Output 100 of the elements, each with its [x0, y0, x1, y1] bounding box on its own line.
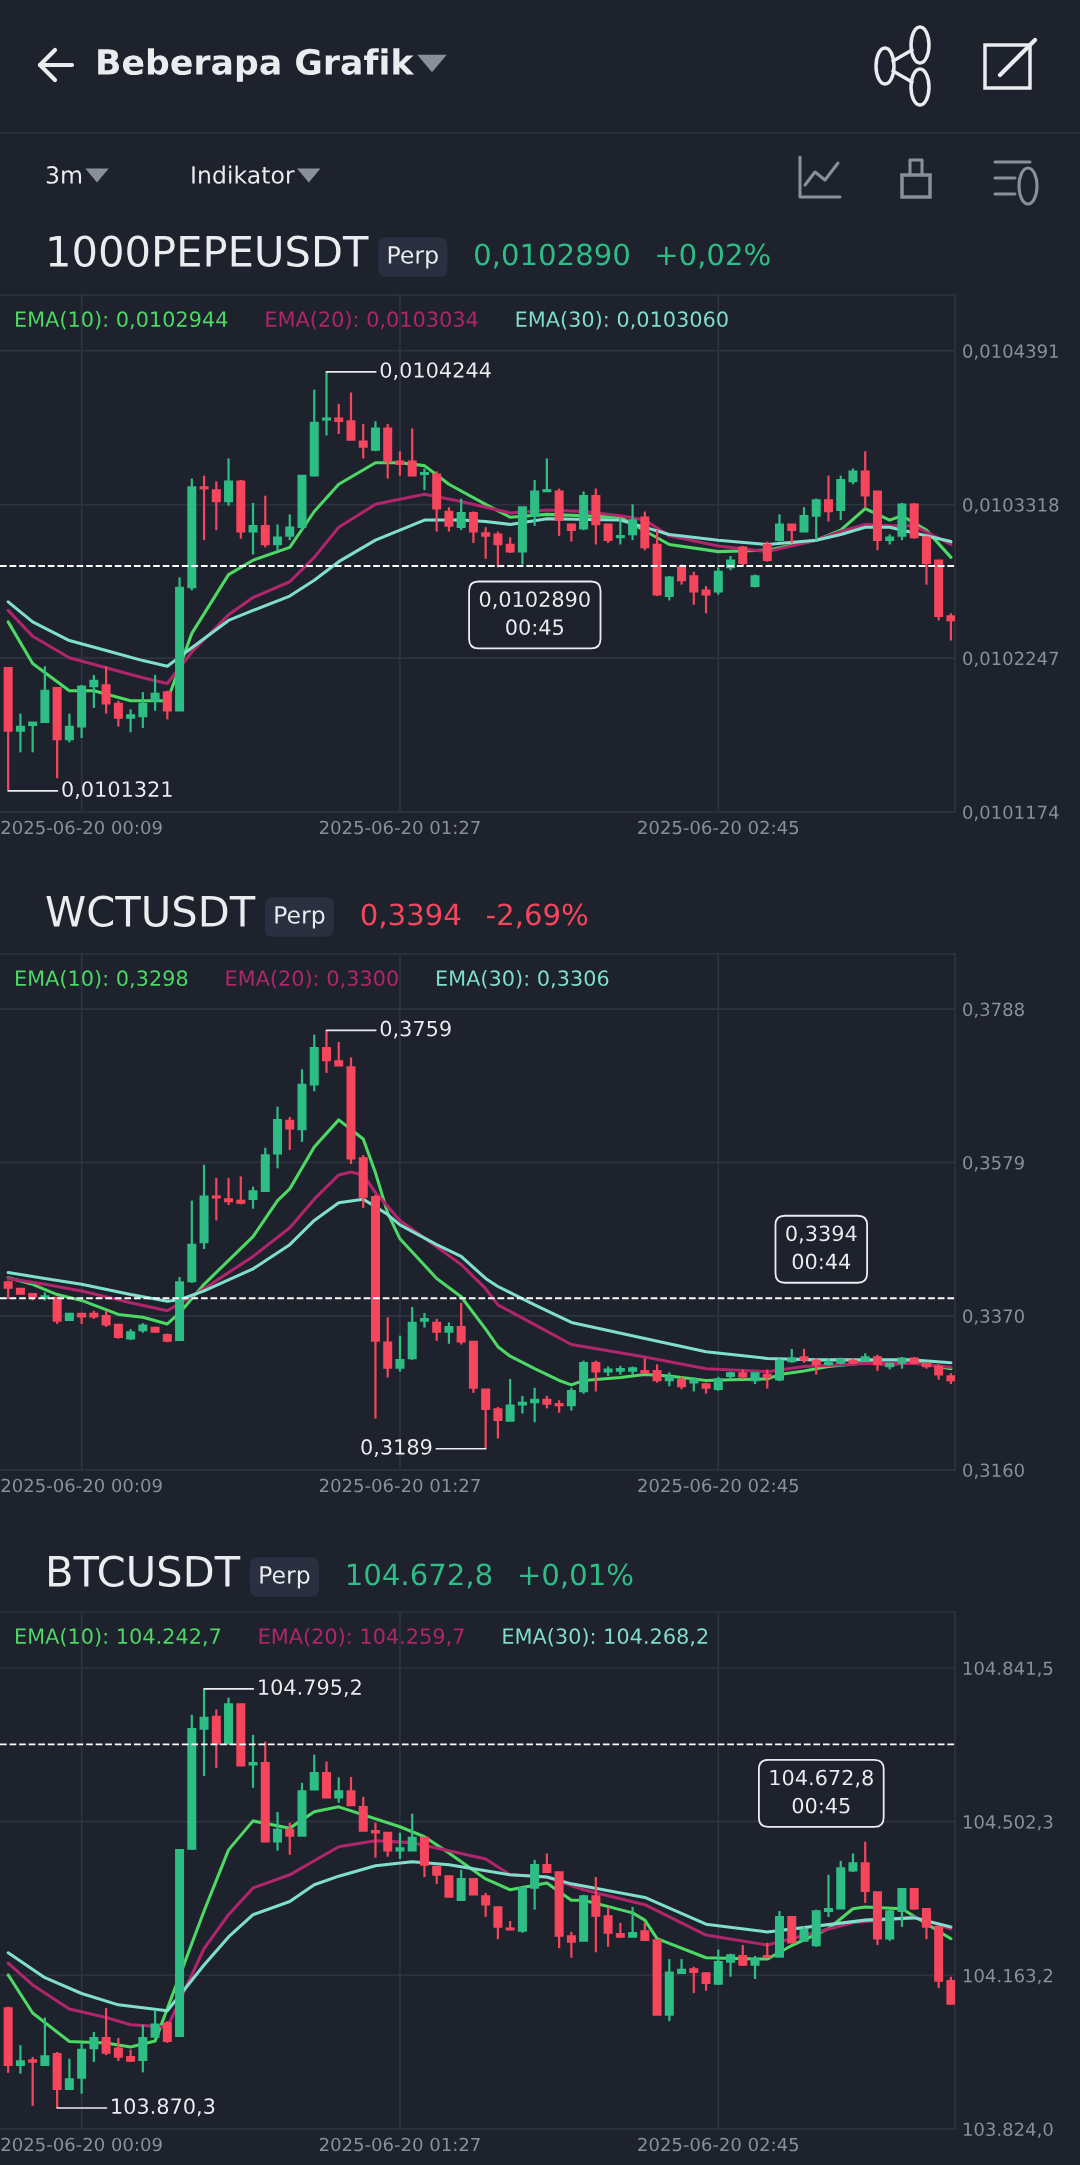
candlestick: [138, 2023, 148, 2074]
candlestick: [113, 2036, 123, 2063]
candlestick: [505, 1377, 515, 1422]
x-tick-label: 2025-06-20 01:27: [319, 1478, 480, 1493]
y-tick-label: 0,0103318: [963, 498, 1059, 514]
candlestick: [456, 1868, 466, 1902]
candlestick: [640, 1921, 650, 1943]
candlestick: [419, 467, 429, 492]
annotation: 0,3189: [361, 1439, 432, 1457]
candlestick: [493, 1905, 503, 1941]
candlestick: [199, 1687, 209, 1778]
candlestick: [677, 1957, 687, 1975]
candlestick: [15, 712, 25, 754]
candlestick: [591, 1875, 601, 1954]
candlestick: [358, 422, 368, 460]
text: 0,3394: [361, 903, 461, 929]
text: 104.672,8: [347, 1563, 492, 1589]
candlestick: [15, 2044, 25, 2075]
candlestick: [481, 1388, 491, 1450]
y-tick-label: 0,3370: [963, 1309, 1024, 1325]
annotation: 104.795,2: [259, 1679, 361, 1698]
candlestick: [101, 2006, 111, 2057]
candlestick: [444, 1875, 454, 1898]
candlestick: [652, 1363, 662, 1384]
candlestick: [775, 513, 785, 543]
candlestick: [897, 1887, 907, 1929]
text: EMA(20): 0,0103034: [266, 310, 478, 330]
x-tick-label: 2025-06-20 00:09: [1, 1478, 162, 1493]
candlestick: [346, 391, 356, 441]
candlestick: [738, 1943, 748, 1967]
candlestick: [370, 420, 380, 453]
candlestick: [260, 494, 270, 549]
text: EMA(30): 0,0103060: [516, 310, 728, 330]
x-tick-label: 2025-06-20 00:09: [1, 2137, 162, 2152]
candlestick: [493, 530, 503, 569]
candlestick: [787, 523, 797, 545]
text: Indikator: [192, 165, 295, 184]
candlestick: [285, 513, 295, 542]
candlestick: [211, 1176, 221, 1222]
candlestick: [762, 540, 772, 563]
text: EMA(10): 104.242,7: [16, 1627, 221, 1647]
text: EMA(10): 0,0102944: [16, 310, 228, 330]
candlestick: [248, 1733, 258, 1789]
candlestick: [823, 1873, 833, 1919]
text: +0,01%: [519, 1563, 633, 1589]
candlestick: [199, 474, 209, 542]
y-tick-label: 103.824,0: [963, 2122, 1053, 2138]
candlestick: [481, 1891, 491, 1919]
text: EMA(10): 0,3298: [16, 969, 188, 989]
candlestick: [150, 2009, 160, 2040]
y-tick-label: 0,3788: [963, 1002, 1024, 1019]
text: EMA(20): 0,3300: [226, 969, 398, 989]
candlestick: [40, 2016, 50, 2067]
annotation: 0,3759: [380, 1020, 451, 1039]
candlestick: [211, 480, 221, 532]
candlestick: [946, 1975, 955, 2006]
candlestick: [811, 497, 821, 542]
x-tick-label: 2025-06-20 02:45: [638, 820, 799, 835]
candlestick: [407, 1812, 417, 1852]
candlestick: [603, 1905, 613, 1948]
candlestick: [321, 1029, 332, 1075]
candlestick: [346, 1775, 356, 1807]
candlestick: [236, 1175, 246, 1206]
candlestick: [444, 506, 454, 533]
ref-line-label: 104.672,8 00:45: [770, 1769, 873, 1814]
candlestick: [628, 503, 638, 542]
y-tick-label: 104.502,3: [963, 1815, 1053, 1831]
text: 0,0102890: [475, 243, 629, 269]
candlestick: [750, 1954, 760, 1981]
candlestick: [566, 1930, 576, 1959]
candlestick: [444, 1321, 454, 1345]
candlestick: [713, 566, 723, 596]
text: Perp: [388, 246, 438, 269]
candlestick: [334, 1040, 344, 1067]
candlestick: [28, 2055, 38, 2107]
candlestick: [162, 2020, 172, 2045]
candlestick: [64, 712, 74, 744]
candlestick: [468, 510, 478, 545]
candlestick: [701, 1971, 711, 1992]
candlestick: [224, 1176, 234, 1207]
candlestick: [799, 506, 809, 533]
candlestick: [162, 689, 172, 721]
candlestick: [530, 1386, 540, 1424]
candlestick: [407, 427, 417, 477]
candlestick: [689, 570, 699, 606]
candlestick: [921, 1907, 931, 1941]
text: 3m: [46, 165, 82, 184]
candlestick: [566, 1386, 576, 1412]
candlestick: [517, 1394, 527, 1415]
text: Perp: [275, 906, 325, 929]
candlestick: [628, 1905, 638, 1938]
candlestick: [383, 1831, 393, 1858]
candlestick: [273, 1810, 283, 1852]
candlestick: [89, 673, 99, 710]
x-tick-label: 2025-06-20 02:45: [638, 1478, 799, 1493]
candlestick: [762, 1368, 772, 1390]
ref-line-label: 0,0102890 00:45: [479, 591, 590, 636]
candlestick: [713, 1948, 723, 1987]
text: Perp: [260, 1566, 310, 1589]
candlestick: [334, 1776, 344, 1804]
